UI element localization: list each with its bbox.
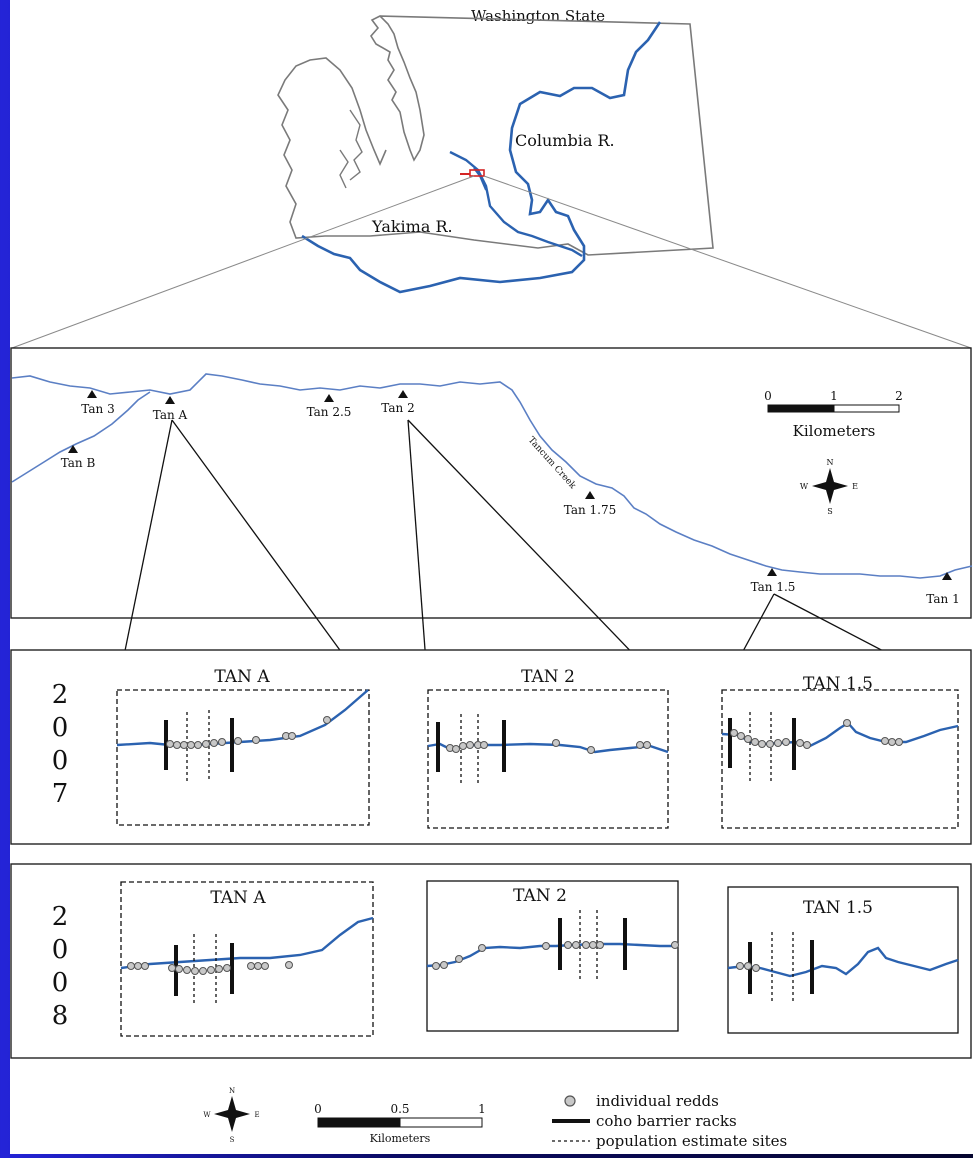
site-label: Tan A [153, 408, 188, 422]
year-2008-row: 2 0 0 8 TAN A TAN 2 [10, 863, 972, 1059]
site-marker [767, 568, 777, 576]
svg-text:W: W [203, 1111, 211, 1119]
panel-title: TAN 2 [513, 886, 567, 906]
site-marker [942, 572, 952, 580]
site-marker [165, 396, 175, 404]
zoom-line-left [11, 175, 475, 349]
scale-bar-light [833, 404, 900, 413]
site-label: Tan 1 [926, 592, 959, 606]
site-marker [68, 445, 78, 453]
svg-text:S: S [827, 507, 832, 516]
site-marker [585, 491, 595, 499]
legend-item-racks: coho barrier racks [596, 1112, 737, 1130]
panel-title: TAN 1.5 [803, 674, 873, 694]
site-label: Tan 3 [81, 402, 114, 416]
year-digit: 0 [52, 713, 69, 743]
panel-title: TAN A [214, 667, 270, 687]
washington-outline [277, 15, 714, 256]
yakima-river-label: Yakima R. [371, 217, 453, 236]
panel-2007-tan-1-5: TAN 1.5 [721, 674, 959, 829]
scale-unit-label: Kilometers [370, 1132, 431, 1145]
svg-text:W: W [800, 482, 809, 491]
state-map: Washington State Columbia R. Yakima R. [11, 7, 972, 349]
columbia-river [301, 21, 662, 294]
columbia-river-label: Columbia R. [515, 131, 615, 150]
legend-item-redds: individual redds [596, 1092, 719, 1110]
year-digit: 2 [52, 680, 69, 710]
scale-bar-dark [767, 404, 835, 413]
scale-tick-label: 0.5 [390, 1102, 409, 1116]
panel-title: TAN A [210, 888, 266, 908]
scale-tick-label: 1 [478, 1102, 486, 1116]
legend: N S E W 0 0.5 1 Kilometers individual re… [203, 1087, 787, 1150]
panel-2008-tan-2: TAN 2 [426, 880, 679, 1032]
svg-text:E: E [254, 1111, 259, 1119]
redd-symbol [564, 1095, 576, 1107]
yakima-river [449, 150, 583, 258]
legend-scale-bar: 0 0.5 1 Kilometers [314, 1102, 486, 1145]
site-label: Tan 1.75 [564, 503, 617, 517]
year-2007-row: 2 0 0 7 TAN A TAN 2 [10, 649, 972, 845]
site-label: Tan 2.5 [307, 405, 352, 419]
creek-main-channel [11, 373, 973, 579]
svg-text:E: E [852, 482, 858, 491]
compass-icon: N S E W [800, 458, 858, 516]
panel-2008-tan-1-5: TAN 1.5 [727, 886, 959, 1034]
site-markers: Tan 3 Tan A Tan 2.5 Tan 2 Tan B Tan 1.75… [61, 390, 960, 606]
svg-text:N: N [229, 1087, 235, 1095]
scale-tick-label: 0 [314, 1102, 322, 1116]
creek-north-fork [11, 391, 151, 483]
creek-scale-bar: 0 1 2 Kilometers [764, 389, 903, 440]
zoom-line-right [483, 175, 972, 349]
scale-tick-label: 1 [830, 389, 838, 403]
panel-2008-tan-a: TAN A [120, 881, 374, 1037]
scale-tick-label: 0 [764, 389, 772, 403]
map-figure: Washington State Columbia R. Yakima R. T… [10, 7, 973, 1150]
svg-text:N: N [827, 458, 834, 467]
figure: Washington State Columbia R. Yakima R. T… [10, 0, 973, 1154]
creek-map: Tancum Creek Tan 3 Tan A Tan 2.5 Tan 2 T… [10, 347, 973, 691]
panel-title: TAN 2 [521, 667, 575, 687]
state-map-title: Washington State [471, 7, 605, 25]
year-digit: 0 [52, 968, 69, 998]
year-digit: 0 [52, 746, 69, 776]
site-marker [87, 390, 97, 398]
site-marker [398, 390, 408, 398]
site-label: Tan B [61, 456, 96, 470]
year-digit: 8 [52, 1001, 69, 1031]
panel-title: TAN 1.5 [803, 898, 873, 918]
scale-unit-label: Kilometers [793, 422, 876, 440]
puget-sound [339, 109, 363, 189]
site-marker [324, 394, 334, 402]
year-digit: 7 [52, 779, 69, 809]
year-digit: 2 [52, 902, 69, 932]
svg-text:S: S [230, 1136, 235, 1144]
site-label: Tan 2 [381, 401, 414, 415]
site-label: Tan 1.5 [751, 580, 796, 594]
legend-compass-icon: N S E W [203, 1087, 259, 1144]
panel-2007-tan-a: TAN A [116, 667, 370, 826]
year-digit: 0 [52, 935, 69, 965]
scale-tick-label: 2 [895, 389, 903, 403]
legend-item-estimate-sites: population estimate sites [596, 1132, 787, 1150]
panel-2007-tan-2: TAN 2 [427, 667, 669, 829]
legend-items: individual redds coho barrier racks popu… [552, 1092, 787, 1150]
